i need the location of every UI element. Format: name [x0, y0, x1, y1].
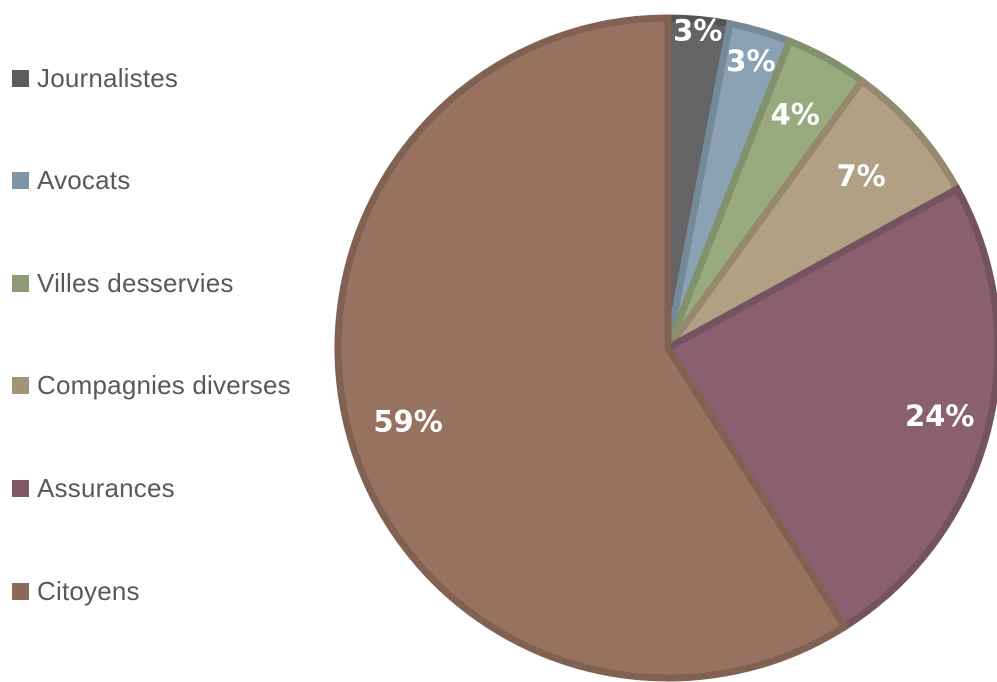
legend-label: Avocats	[37, 165, 131, 196]
legend-item-journalistes: Journalistes	[12, 58, 178, 98]
pie-slice-citoyens	[334, 14, 850, 682]
legend-label: Compagnies diverses	[37, 370, 291, 401]
legend-swatch	[12, 274, 29, 292]
legend-swatch	[12, 377, 29, 395]
slice-label-journalistes: 3%	[673, 14, 722, 48]
legend-item-assurances: Assurances	[12, 468, 175, 508]
slice-labels: 3%3% 4% 7% 24% 59%	[373, 14, 974, 439]
legend-item-avocats: Avocats	[12, 161, 130, 201]
slice-label-avocats: 3%	[726, 44, 775, 78]
legend-item-villes-desservies: Villes desservies	[12, 263, 234, 303]
slice-label-villes-desservies: 4%	[771, 98, 820, 132]
legend-label: Citoyens	[37, 575, 140, 606]
legend-label: Villes desservies	[37, 267, 234, 298]
pie-slice-assurances	[663, 184, 997, 632]
pie-slice-compagnies-diverses	[665, 76, 962, 352]
legend-swatch	[12, 479, 29, 497]
legend-swatch	[12, 172, 29, 190]
legend-item-citoyens: Citoyens	[12, 571, 140, 611]
slice-label-compagnies-diverses: 7%	[836, 159, 885, 193]
legend-label: Assurances	[37, 472, 175, 503]
legend-swatch	[12, 582, 29, 600]
pie-slices	[334, 14, 997, 682]
slice-label-assurances: 24%	[905, 399, 974, 433]
legend-swatch	[12, 69, 29, 87]
legend-item-compagnies-diverses: Compagnies diverses	[12, 366, 291, 406]
slice-label-citoyens: 59%	[373, 405, 442, 439]
legend-label: Journalistes	[37, 62, 179, 93]
